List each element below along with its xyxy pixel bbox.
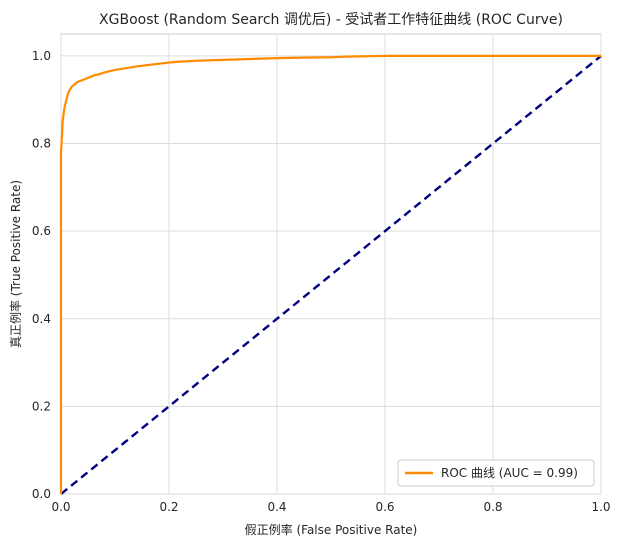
x-tick-label: 1.0 [591,500,610,514]
x-tick-label: 0.4 [267,500,286,514]
legend-label-roc: ROC 曲线 (AUC = 0.99) [441,466,578,480]
x-tick-label: 0.2 [159,500,178,514]
x-axis-label: 假正例率 (False Positive Rate) [245,522,418,537]
legend-box [397,459,595,487]
x-tick-label: 0.8 [483,500,502,514]
y-tick-label: 0.0 [32,487,51,501]
roc-curve-line [59,54,601,494]
y-tick-label: 0.8 [32,137,51,151]
tick-labels: 0.0 0.2 0.4 0.6 0.8 1.0 0.0 0.2 0.4 0.6 0.8 1.0 [32,49,611,514]
chart-title: XGBoost (Random Search 调优后) - 受试者工作特征曲线 … [99,12,563,28]
x-tick-label: 0.6 [375,500,394,514]
y-tick-label: 0.6 [32,224,51,238]
y-axis-label: 真正例率 (True Positive Rate) [8,180,23,348]
diagonal-reference-line [60,54,602,495]
y-tick-label: 1.0 [32,49,51,63]
legend: ROC 曲线 (AUC = 0.99) [397,459,595,487]
x-tick-label: 0.0 [51,500,70,514]
plot-area [60,33,602,495]
y-tick-label: 0.4 [32,312,51,326]
grid [60,34,602,495]
series-layer [59,54,602,495]
y-tick-label: 0.2 [32,399,51,413]
